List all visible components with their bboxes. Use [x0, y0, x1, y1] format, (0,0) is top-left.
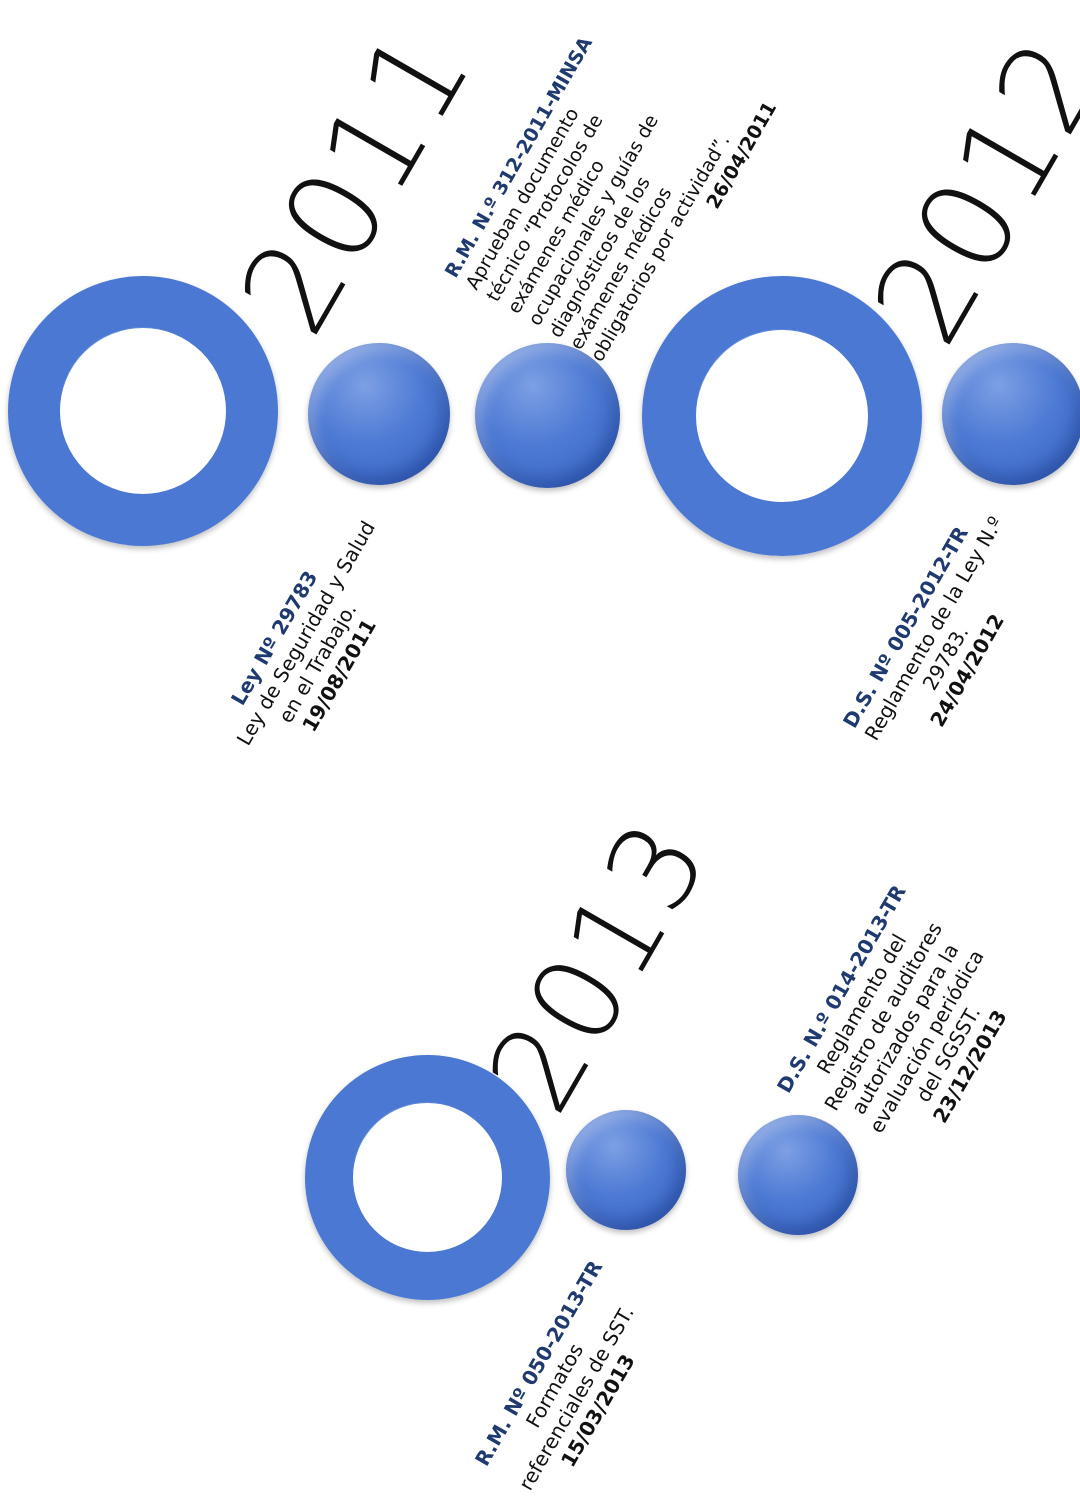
year-label-2013: 2013 [461, 797, 736, 1134]
event-marker-ds-014 [738, 1115, 858, 1235]
year-label-2011: 2011 [213, 4, 500, 357]
event-marker-rm-312 [475, 343, 620, 488]
event-text-ley-29783: Ley Nº 29783 Ley de Seguridad y Salud en… [210, 517, 404, 775]
event-text-rm-050: R.M. Nº 050-2013-TR Formatos referencial… [470, 1256, 662, 1508]
event-text-ds-005: D.S. Nº 005-2012-TR Reglamento de la Ley… [838, 512, 1032, 770]
event-marker-ds-005 [942, 343, 1080, 485]
year-ring-2011 [8, 276, 278, 546]
event-marker-rm-050 [566, 1110, 686, 1230]
year-ring-2012 [642, 276, 922, 556]
year-label-2012: 2012 [846, 14, 1080, 367]
event-marker-ley-29783 [308, 343, 450, 485]
